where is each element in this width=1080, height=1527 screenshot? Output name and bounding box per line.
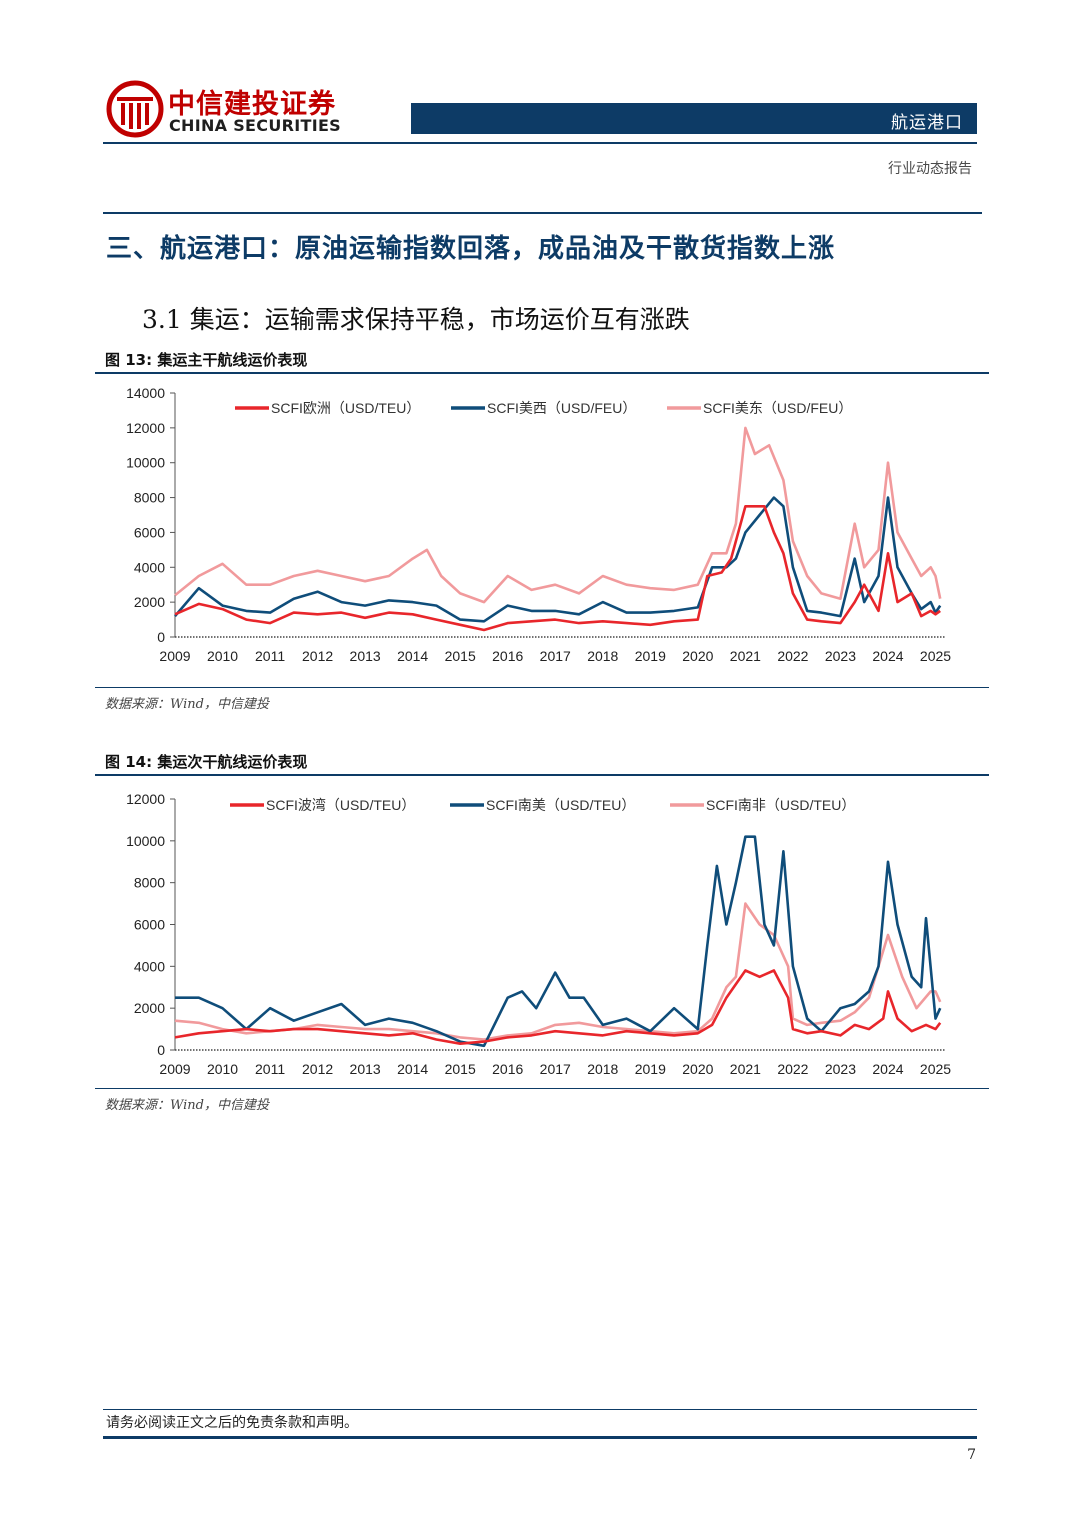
legend-label-2: SCFI南非（USD/TEU） [706, 797, 855, 813]
y-tick-label: 0 [157, 1042, 165, 1058]
header-divider [103, 142, 977, 144]
x-tick-label: 2020 [682, 1061, 713, 1077]
x-tick-label: 2016 [492, 1061, 523, 1077]
x-tick-label: 2023 [825, 648, 856, 664]
y-tick-label: 14000 [126, 385, 165, 401]
y-tick-label: 2000 [134, 594, 165, 610]
page-number: 7 [967, 1447, 976, 1463]
y-tick-label: 4000 [134, 958, 165, 974]
legend-label-1: SCFI美西（USD/FEU） [487, 400, 636, 416]
figure-13-bottom-rule [95, 687, 989, 688]
y-tick-label: 12000 [126, 420, 165, 436]
x-tick-label: 2010 [207, 648, 238, 664]
section-divider [103, 212, 982, 214]
x-tick-label: 2017 [540, 648, 571, 664]
x-tick-label: 2013 [350, 1061, 381, 1077]
x-tick-label: 2013 [350, 648, 381, 664]
y-tick-label: 4000 [134, 559, 165, 575]
x-tick-label: 2024 [872, 1061, 903, 1077]
legend-label-0: SCFI欧洲（USD/TEU） [271, 400, 420, 416]
x-tick-label: 2021 [730, 1061, 761, 1077]
china-securities-logo [106, 80, 164, 138]
x-tick-label: 2020 [682, 648, 713, 664]
x-tick-label: 2014 [397, 648, 428, 664]
figure-14-chart: 0 2000 4000 6000 8000 10000 12000 2009 2010 2011 2… [126, 791, 951, 1077]
header-section-tab: 航运港口 [411, 103, 977, 134]
figure-14-bottom-rule [95, 1088, 989, 1089]
legend-label-0: SCFI波湾（USD/TEU） [266, 797, 415, 813]
subsection-heading: 3.1 集运：运输需求保持平稳，市场运价互有涨跌 [142, 305, 690, 334]
y-tick-label: 0 [157, 629, 165, 645]
figure-14-top-rule [95, 774, 989, 776]
x-tick-label: 2019 [635, 648, 666, 664]
y-tick-label: 6000 [134, 917, 165, 933]
brand-name-en: CHINA SECURITIES [169, 116, 342, 135]
section-tab-label: 航运港口 [891, 113, 963, 133]
x-tick-label: 2025 [920, 1061, 951, 1077]
y-tick-label: 10000 [126, 455, 165, 471]
footer-divider-bottom [103, 1436, 977, 1439]
figure-14-caption: 图 14: 集运次干航线运价表现 [105, 753, 308, 771]
x-tick-label: 2009 [159, 648, 190, 664]
figure-14-source: 数据来源：Wind，中信建投 [105, 1098, 269, 1113]
x-tick-label: 2011 [255, 1061, 285, 1077]
brand-name-cn: 中信建投证券 [168, 89, 336, 120]
series-line-2 [174, 902, 942, 1041]
y-tick-label: 10000 [126, 833, 165, 849]
footer-divider-top [103, 1409, 977, 1410]
figure-13-top-rule [95, 372, 989, 374]
figure-13-chart: 0 2000 4000 6000 8000 10000 12000 14000 2009 2010… [126, 385, 951, 664]
series-line-1 [175, 835, 942, 1048]
section-heading: 三、航运港口：原油运输指数回落，成品油及干散货指数上涨 [106, 234, 836, 264]
x-tick-label: 2022 [777, 648, 808, 664]
x-tick-label: 2019 [635, 1061, 666, 1077]
y-tick-label: 2000 [134, 1000, 165, 1016]
x-tick-label: 2011 [255, 648, 285, 664]
y-tick-label: 8000 [134, 875, 165, 891]
x-tick-label: 2021 [730, 648, 761, 664]
x-tick-label: 2010 [207, 1061, 238, 1077]
y-tick-label: 12000 [126, 791, 165, 807]
x-tick-label: 2015 [445, 648, 476, 664]
footer-disclaimer: 请务必阅读正文之后的免责条款和声明。 [106, 1415, 358, 1431]
legend-label-2: SCFI美东（USD/FEU） [703, 400, 852, 416]
x-tick-label: 2012 [302, 648, 333, 664]
y-tick-label: 6000 [134, 524, 165, 540]
series-line-0 [174, 969, 942, 1046]
x-tick-label: 2018 [587, 648, 618, 664]
x-tick-label: 2014 [397, 1061, 428, 1077]
series-line-0 [174, 505, 941, 632]
x-tick-label: 2016 [492, 648, 523, 664]
x-tick-label: 2012 [302, 1061, 333, 1077]
figure-13-caption: 图 13: 集运主干航线运价表现 [105, 351, 308, 369]
report-type-label: 行业动态报告 [888, 161, 972, 177]
x-tick-label: 2017 [540, 1061, 571, 1077]
x-tick-label: 2025 [920, 648, 951, 664]
x-tick-label: 2023 [825, 1061, 856, 1077]
y-tick-label: 8000 [134, 490, 165, 506]
x-tick-label: 2018 [587, 1061, 618, 1077]
series-line-2 [174, 426, 942, 604]
x-tick-label: 2024 [872, 648, 903, 664]
x-tick-label: 2015 [445, 1061, 476, 1077]
legend-label-1: SCFI南美（USD/TEU） [486, 797, 635, 813]
series-line-1 [174, 496, 942, 623]
x-tick-label: 2009 [159, 1061, 190, 1077]
x-tick-label: 2022 [777, 1061, 808, 1077]
figure-13-source: 数据来源：Wind，中信建投 [105, 697, 269, 712]
